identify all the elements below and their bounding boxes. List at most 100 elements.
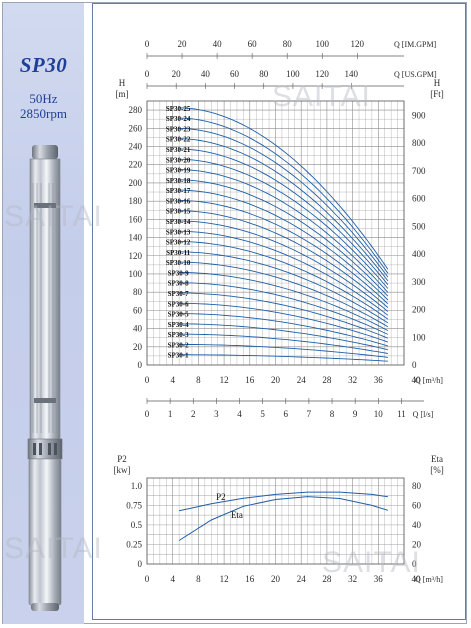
power-x-tick: 0 (145, 574, 150, 584)
x-tick-m3h: 8 (196, 375, 201, 385)
top-axis-label: Q [US.GPM] (394, 70, 437, 79)
x-tick-ls: 0 (145, 409, 150, 419)
curve-eta (178, 496, 389, 541)
y-right-tick: 0 (412, 360, 417, 370)
curve-sp30-3 (179, 333, 388, 354)
y-right-tick: 600 (412, 194, 426, 204)
y-right-tick: 700 (412, 166, 426, 176)
y-left-tick: 120 (129, 251, 143, 261)
pump-stage-lines (32, 183, 58, 433)
power-x-tick: 16 (245, 574, 255, 584)
x-tick-ls: 9 (353, 409, 358, 419)
curve-sp30-24 (179, 117, 389, 274)
curve-sp30-14 (179, 220, 389, 312)
x-tick-m3h: 4 (170, 375, 175, 385)
x-tick-ls: 1 (168, 409, 173, 419)
pump-illustration (27, 145, 63, 611)
x-tick-ls: 10 (374, 409, 384, 419)
eta-tick: 80 (412, 481, 422, 491)
y-left-tick: 40 (133, 324, 143, 334)
y-right-tick: 300 (412, 277, 426, 287)
pump-strap-upper (34, 203, 56, 208)
curve-sp30-16 (179, 199, 389, 305)
chart-svg: 020406080100120140160180200220240260280H… (114, 39, 444, 584)
x-unit-label-ls: Q [l/s] (413, 410, 434, 419)
curve-p2 (178, 491, 388, 512)
curve-label-sp30-10: SP30-10 (166, 259, 191, 267)
curve-sp30-18 (179, 179, 389, 297)
curve-label-sp30-6: SP30-6 (168, 300, 190, 308)
model-title: SP30 (19, 53, 68, 77)
p2-tick: 0.5 (131, 520, 143, 530)
power-x-tick: 12 (220, 574, 229, 584)
curve-sp30-10 (179, 261, 389, 328)
y-right-tick: 400 (412, 249, 426, 259)
y-right-unit: [Ft] (430, 89, 444, 99)
curve-label-sp30-16: SP30-16 (166, 197, 191, 205)
y-left-tick: 0 (138, 360, 143, 370)
p2-tick: 0.25 (126, 539, 142, 549)
p2-axis-label: P2 (117, 454, 127, 464)
top-axis-tick: 60 (248, 39, 258, 49)
top-axis-tick: 40 (213, 39, 223, 49)
curve-label-sp30-24: SP30-24 (166, 115, 191, 123)
x-tick-m3h: 12 (220, 375, 229, 385)
series-label-eta: Eta (231, 510, 243, 520)
y-right-tick: 100 (412, 332, 426, 342)
x-tick-ls: 2 (191, 409, 196, 419)
top-axis-tick: 80 (283, 39, 293, 49)
power-x-tick-end: 40 (412, 574, 422, 584)
sidebar: SP30 50Hz 2850rpm (3, 3, 84, 624)
y-left-tick: 180 (129, 196, 143, 206)
y-right-label: H (434, 78, 441, 88)
curve-sp30-17 (179, 189, 389, 301)
chart-panel: 0 20 40 60 80 100 120 140 160 180 200 220 240 260 280 H… (92, 3, 466, 620)
series-label-p2: P2 (216, 492, 226, 502)
x-tick-m3h: 28 (322, 375, 332, 385)
x-tick-ls: 4 (237, 409, 242, 419)
curve-sp30-11 (179, 251, 389, 324)
top-axis-tick: 100 (316, 39, 330, 49)
top-axis-tick: 100 (286, 69, 300, 79)
plot-frame-head (146, 100, 405, 366)
y-right-tick: 500 (412, 221, 426, 231)
top-axis-tick: 140 (345, 69, 359, 79)
curve-label-sp30-15: SP30-15 (166, 208, 191, 216)
curve-label-sp30-19: SP30-19 (166, 167, 191, 175)
x-tick-ls: 7 (307, 409, 312, 419)
power-x-unit-label: Q [m³/h] (415, 575, 443, 584)
top-axis-tick: 60 (230, 69, 240, 79)
curve-sp30-15 (179, 210, 389, 308)
top-axis-label: Q [IM.GPM] (394, 40, 437, 49)
power-x-tick: 28 (322, 574, 332, 584)
curve-sp30-8 (179, 282, 389, 335)
y-left-tick: 260 (129, 123, 143, 133)
power-x-tick: 20 (271, 574, 281, 584)
eta-tick: 20 (412, 539, 422, 549)
frequency-label: 50Hz (29, 91, 58, 106)
curve-sp30-12 (179, 241, 389, 320)
curve-sp30-4 (179, 323, 389, 351)
x-tick-m3h: 16 (245, 375, 255, 385)
curve-label-sp30-20: SP30-20 (166, 156, 191, 164)
curve-sp30-1 (179, 354, 388, 362)
x-tick-ls: 6 (284, 409, 289, 419)
top-axis-tick: 120 (351, 39, 365, 49)
power-x-tick: 32 (348, 574, 357, 584)
pump-motor (28, 458, 62, 606)
y-left-tick: 160 (129, 214, 143, 224)
eta-axis-unit: [%] (430, 465, 444, 475)
page-frame (2, 2, 467, 624)
p2-axis-unit: [kw] (114, 465, 131, 475)
y-right-tick: 900 (412, 110, 426, 120)
speed-label: 2850rpm (20, 106, 67, 121)
curve-sp30-13 (179, 230, 389, 316)
top-axis-tick: 20 (178, 39, 188, 49)
curve-sp30-25 (179, 107, 389, 270)
curve-sp30-5 (179, 313, 389, 347)
power-x-tick: 8 (196, 574, 201, 584)
y-left-tick: 60 (133, 305, 143, 315)
power-x-tick: 36 (374, 574, 384, 584)
y-left-label: H (119, 78, 126, 88)
plot-frame-power (146, 477, 405, 565)
